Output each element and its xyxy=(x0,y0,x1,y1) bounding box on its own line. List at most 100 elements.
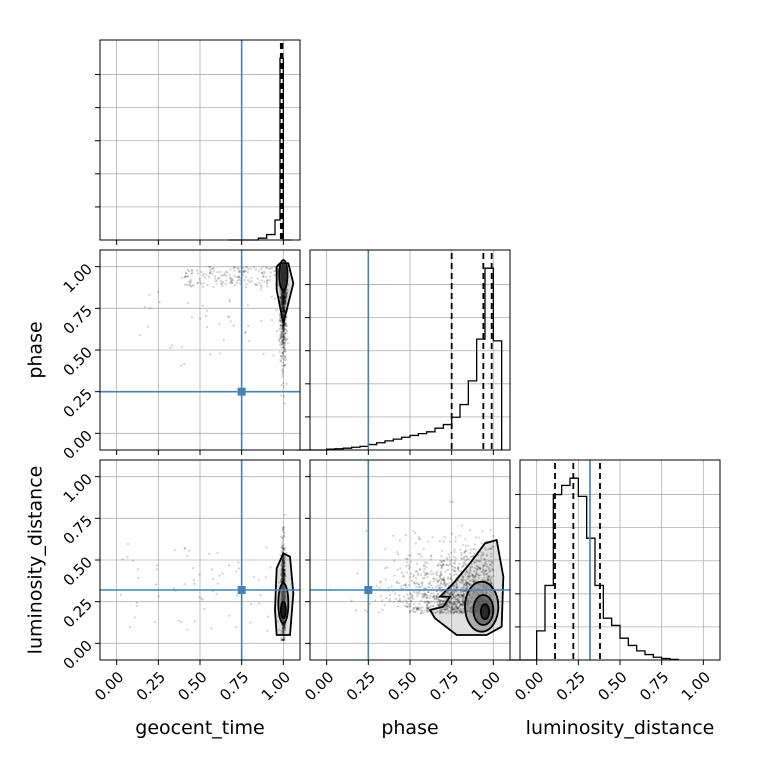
sample-point xyxy=(467,544,470,547)
sample-point xyxy=(452,602,455,605)
sample-point xyxy=(461,599,464,602)
sample-point xyxy=(280,383,283,387)
sample-point xyxy=(448,593,451,596)
sample-point xyxy=(481,530,484,533)
sample-point xyxy=(281,580,285,583)
sample-point xyxy=(245,283,248,286)
sample-point xyxy=(282,572,285,575)
y-tick-label: 0.50 xyxy=(60,343,96,379)
sample-point xyxy=(460,610,464,613)
sample-point xyxy=(281,324,284,327)
sample-point xyxy=(431,535,434,539)
sample-point xyxy=(281,304,284,307)
sample-point xyxy=(255,268,258,271)
sample-point xyxy=(281,558,285,561)
sample-point xyxy=(478,568,482,571)
sample-point xyxy=(468,571,472,574)
sample-point xyxy=(284,295,288,298)
sample-point xyxy=(402,574,405,577)
sample-point xyxy=(268,267,271,271)
sample-point xyxy=(282,334,285,337)
sample-point xyxy=(283,531,286,535)
sample-point xyxy=(453,548,456,551)
sample-point xyxy=(282,305,285,308)
sample-point xyxy=(282,341,286,345)
sample-point xyxy=(435,573,439,577)
sample-point xyxy=(439,581,443,584)
sample-point xyxy=(404,534,407,537)
sample-point xyxy=(249,621,252,624)
sample-point xyxy=(283,302,286,305)
sample-point xyxy=(283,626,286,629)
sample-point xyxy=(273,297,276,300)
sample-point xyxy=(417,553,420,556)
sample-point xyxy=(411,575,415,578)
sample-point xyxy=(393,574,396,577)
x-axis-label-geocent_time: geocent_time xyxy=(135,717,264,739)
y-axis-label-luminosity_distance: luminosity_distance xyxy=(25,466,47,655)
sample-point xyxy=(281,301,285,304)
sample-point xyxy=(285,382,288,386)
sample-point xyxy=(283,629,287,632)
sample-point xyxy=(440,586,443,589)
sample-point xyxy=(214,277,217,280)
sample-point xyxy=(446,568,449,571)
sample-point xyxy=(280,577,283,581)
sample-point xyxy=(399,567,402,570)
sample-point xyxy=(381,608,384,611)
sample-point xyxy=(426,600,430,603)
sample-point xyxy=(244,275,248,279)
sample-point xyxy=(423,600,426,604)
sample-point xyxy=(281,296,284,300)
sample-point xyxy=(282,335,285,338)
sample-point xyxy=(285,296,288,300)
sample-point xyxy=(457,596,460,600)
sample-point xyxy=(283,299,287,303)
sample-point xyxy=(471,579,474,582)
sample-point xyxy=(283,306,286,309)
sample-point xyxy=(281,578,284,581)
sample-point xyxy=(281,323,284,326)
sample-point xyxy=(282,310,286,313)
sample-point xyxy=(480,542,483,545)
sample-point xyxy=(451,607,454,611)
sample-point xyxy=(410,579,413,582)
sample-point xyxy=(453,555,456,559)
sample-point xyxy=(430,592,433,595)
x-tick-label: 1.00 xyxy=(678,668,714,704)
sample-point xyxy=(282,295,285,299)
sample-point xyxy=(282,574,286,577)
sample-point xyxy=(283,548,286,551)
sample-point xyxy=(280,306,283,309)
sample-point xyxy=(281,579,285,582)
sample-point xyxy=(281,291,284,294)
sample-point xyxy=(475,559,478,562)
sample-point xyxy=(283,568,286,571)
sample-point xyxy=(438,584,441,587)
sample-point xyxy=(429,594,432,598)
sample-point xyxy=(281,563,284,566)
sample-point xyxy=(281,632,284,635)
sample-point xyxy=(444,612,448,615)
sample-point xyxy=(417,537,420,541)
sample-point xyxy=(489,579,492,582)
sample-point xyxy=(410,593,414,596)
sample-point xyxy=(284,299,287,302)
sample-point xyxy=(404,565,408,568)
sample-point xyxy=(380,599,384,602)
sample-point xyxy=(279,638,283,642)
sample-point xyxy=(281,569,285,572)
sample-point xyxy=(414,542,417,545)
sample-point xyxy=(282,638,285,642)
sample-point xyxy=(188,280,191,283)
sample-point xyxy=(479,566,482,569)
sample-point xyxy=(282,299,286,302)
sample-point xyxy=(461,600,464,604)
sample-point xyxy=(487,576,490,579)
sample-point xyxy=(282,335,285,338)
sample-point xyxy=(447,605,451,608)
sample-point xyxy=(411,609,414,612)
sample-point xyxy=(282,548,286,552)
sample-point xyxy=(418,592,421,595)
sample-point xyxy=(281,301,284,304)
